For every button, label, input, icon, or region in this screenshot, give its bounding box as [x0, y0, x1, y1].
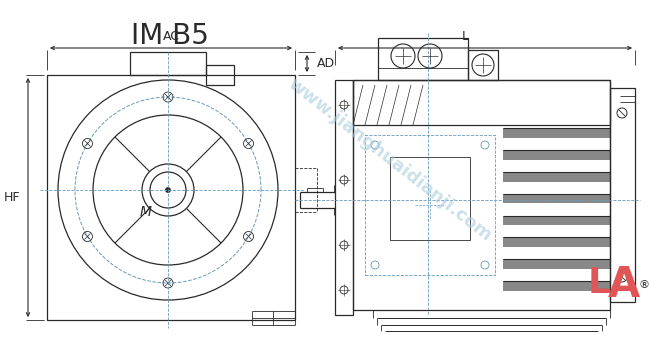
- Text: L: L: [588, 266, 611, 300]
- Bar: [503, 172, 610, 182]
- Bar: [610, 88, 635, 302]
- Bar: [365, 135, 495, 275]
- Bar: [390, 157, 470, 240]
- Bar: [335, 80, 353, 315]
- Bar: [468, 50, 498, 80]
- Bar: [206, 65, 234, 85]
- Text: L: L: [462, 30, 469, 43]
- Bar: [353, 80, 610, 310]
- Bar: [503, 194, 610, 204]
- Text: M: M: [140, 205, 152, 219]
- Text: AC: AC: [162, 30, 179, 43]
- Bar: [503, 237, 610, 247]
- Text: IM B5: IM B5: [131, 22, 209, 50]
- Text: HF: HF: [3, 191, 20, 204]
- Bar: [378, 38, 468, 80]
- Bar: [503, 281, 610, 291]
- Bar: [503, 128, 610, 138]
- Text: www.jianghuaidianji.com: www.jianghuaidianji.com: [285, 75, 495, 245]
- Text: AD: AD: [317, 57, 335, 70]
- Circle shape: [166, 188, 170, 193]
- Text: ®: ®: [638, 280, 649, 290]
- Bar: [353, 80, 610, 125]
- Bar: [503, 150, 610, 160]
- Text: A: A: [608, 264, 640, 306]
- Bar: [503, 259, 610, 269]
- Bar: [503, 216, 610, 225]
- Bar: [47, 75, 295, 320]
- Bar: [130, 52, 206, 75]
